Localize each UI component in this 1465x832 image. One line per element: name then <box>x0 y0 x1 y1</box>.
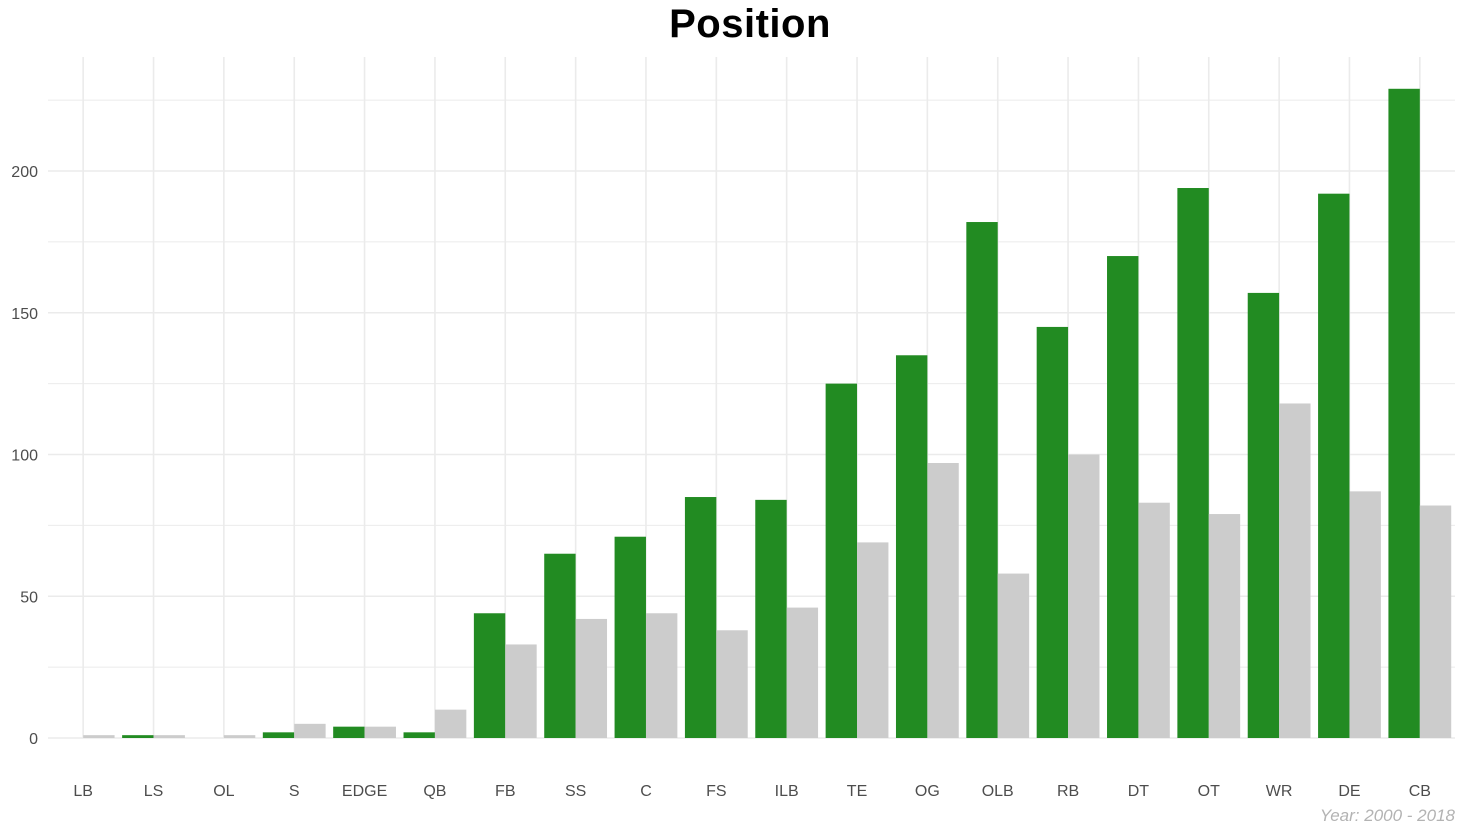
bar-series2-s <box>294 723 326 738</box>
bar-series2-lb <box>83 735 115 738</box>
bar-series1-ss <box>544 553 576 738</box>
bar-series1-ot <box>1177 188 1209 738</box>
bar-series2-ot <box>1208 514 1241 738</box>
x-tick-label: EDGE <box>342 783 387 800</box>
x-tick-label: SS <box>565 783 586 800</box>
bar-series2-ss <box>575 618 608 738</box>
x-tick-label: S <box>289 783 300 800</box>
x-tick-label: OT <box>1198 783 1220 800</box>
bar-series2-ilb <box>786 607 819 738</box>
y-tick-label: 50 <box>20 589 38 606</box>
y-tick-label: 0 <box>29 731 38 748</box>
x-tick-label: CB <box>1409 783 1431 800</box>
bar-series1-s <box>262 732 295 738</box>
bar-series2-de <box>1349 491 1381 738</box>
bar-series2-wr <box>1279 403 1311 738</box>
x-tick-label: DE <box>1338 783 1360 800</box>
bar-series2-qb <box>434 709 467 738</box>
bar-series1-cb <box>1388 88 1420 738</box>
x-tick-label: OG <box>915 783 940 800</box>
bar-series2-ls <box>153 735 185 738</box>
bar-series1-edge <box>333 726 365 738</box>
x-tick-label: DT <box>1128 783 1150 800</box>
x-tick-label: OLB <box>982 783 1014 800</box>
bar-series2-fs <box>716 630 748 738</box>
y-tick-label: 100 <box>11 448 38 465</box>
bar-series2-te <box>857 542 889 738</box>
x-tick-label: FS <box>706 783 726 800</box>
bar-series1-c <box>614 536 646 738</box>
bar-series1-dt <box>1107 256 1139 738</box>
bar-series2-og <box>927 463 959 738</box>
bar-series2-dt <box>1138 502 1170 738</box>
bar-series1-te <box>825 383 858 738</box>
bar-series1-fb <box>473 613 506 738</box>
bar-series2-c <box>645 613 678 738</box>
bar-series1-rb <box>1036 326 1069 738</box>
x-tick-label: RB <box>1057 783 1079 800</box>
bar-series1-wr <box>1247 292 1280 738</box>
chart-title: Position <box>669 2 831 46</box>
x-tick-label: OL <box>213 783 234 800</box>
bar-series1-ls <box>122 735 154 738</box>
bar-series1-fs <box>684 497 717 738</box>
x-tick-label: WR <box>1266 783 1293 800</box>
chart-caption: Year: 2000 - 2018 <box>1319 806 1455 825</box>
bar-series2-rb <box>1068 454 1100 738</box>
bar-series1-de <box>1318 193 1350 738</box>
x-tick-label: LB <box>73 783 93 800</box>
x-tick-label: LS <box>144 783 164 800</box>
bar-series1-olb <box>966 222 998 738</box>
bar-series2-fb <box>505 644 537 738</box>
x-tick-label: C <box>640 783 652 800</box>
x-tick-label: FB <box>495 783 515 800</box>
bar-series2-ol <box>223 735 256 738</box>
bar-series2-olb <box>997 573 1030 738</box>
y-tick-label: 200 <box>11 164 38 181</box>
bar-series1-qb <box>403 732 435 738</box>
x-tick-label: ILB <box>775 783 799 800</box>
bar-series1-og <box>895 355 928 738</box>
bar-series2-cb <box>1419 505 1452 738</box>
x-tick-label: TE <box>847 783 867 800</box>
y-tick-label: 150 <box>11 306 38 323</box>
x-tick-label: QB <box>423 783 446 800</box>
bar-series1-ilb <box>755 499 787 738</box>
bar-series2-edge <box>364 726 396 738</box>
